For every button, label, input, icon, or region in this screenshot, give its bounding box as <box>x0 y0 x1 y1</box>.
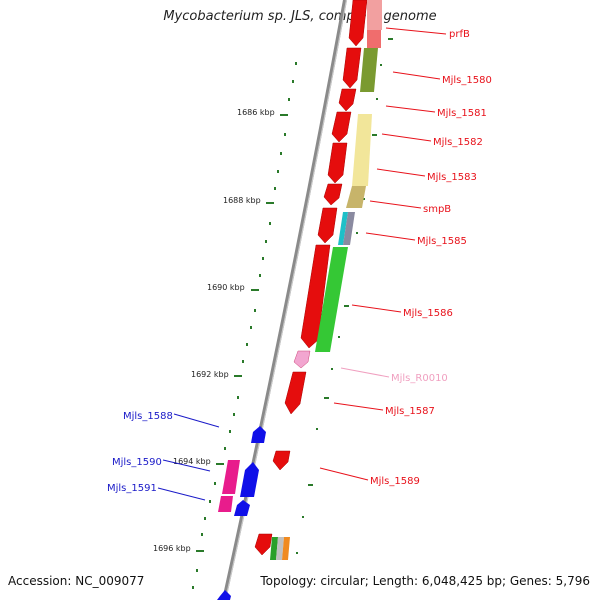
gene-Mjls_R0010[interactable] <box>293 350 311 369</box>
label-Mjls_1582[interactable]: Mjls_1582 <box>433 137 483 148</box>
gene-smpB[interactable] <box>323 183 343 206</box>
gene-Mjls_1591[interactable] <box>234 500 250 516</box>
label-smpB[interactable]: smpB <box>423 204 451 215</box>
gene-magenta-upper[interactable] <box>222 460 240 494</box>
minus-strand-genes[interactable] <box>217 426 266 600</box>
gene-Mjls_1586[interactable] <box>300 244 331 349</box>
label-Mjls_1580[interactable]: Mjls_1580 <box>442 75 492 86</box>
cog-blocks <box>270 0 382 560</box>
label-Mjls_1585[interactable]: Mjls_1585 <box>417 236 467 247</box>
genome-summary-text: Topology: circular; Length: 6,048,425 bp… <box>260 574 590 588</box>
gene-Mjls_1582[interactable] <box>331 111 352 143</box>
gene-red-lower[interactable] <box>254 533 273 556</box>
gene-prfB[interactable] <box>348 0 368 47</box>
gene-Mjls_1585[interactable] <box>317 207 338 244</box>
label-prfB[interactable]: prfB <box>449 29 470 40</box>
gene-Mjls_1589[interactable] <box>272 450 291 471</box>
gene-Mjls_1588[interactable] <box>251 426 266 443</box>
gene-blue-bottom[interactable] <box>217 590 231 600</box>
kbp-ticks <box>196 114 288 552</box>
kbp-label-1690: 1690 kbp <box>207 283 245 292</box>
kbp-label-1696: 1696 kbp <box>153 544 191 553</box>
accession-text: Accession: NC_009077 <box>8 574 145 588</box>
label-Mjls_1588[interactable]: Mjls_1588 <box>123 411 173 422</box>
plus-strand-genes[interactable] <box>254 0 368 556</box>
label-Mjls_1581[interactable]: Mjls_1581 <box>437 108 487 119</box>
label-Mjls_1590[interactable]: Mjls_1590 <box>112 457 162 468</box>
gene-Mjls_1581[interactable] <box>338 88 357 112</box>
label-leaders <box>157 27 447 501</box>
gene-magenta-lower[interactable] <box>218 496 233 512</box>
kbp-label-1686: 1686 kbp <box>237 108 275 117</box>
label-Mjls_1589[interactable]: Mjls_1589 <box>370 476 420 487</box>
label-Mjls_R0010[interactable]: Mjls_R0010 <box>391 373 448 384</box>
gene-Mjls_1580[interactable] <box>342 47 362 89</box>
gene-Mjls_1583[interactable] <box>327 142 348 184</box>
label-Mjls_1587[interactable]: Mjls_1587 <box>385 406 435 417</box>
kbp-label-1694: 1694 kbp <box>173 457 211 466</box>
label-Mjls_1583[interactable]: Mjls_1583 <box>427 172 477 183</box>
label-Mjls_1586[interactable]: Mjls_1586 <box>403 308 453 319</box>
gene-Mjls_1587[interactable] <box>284 371 307 415</box>
kbp-label-1688: 1688 kbp <box>223 196 261 205</box>
label-Mjls_1591[interactable]: Mjls_1591 <box>107 483 157 494</box>
outer-dotted-track <box>192 62 297 589</box>
gene-Mjls_1590[interactable] <box>240 462 259 497</box>
kbp-label-1692: 1692 kbp <box>191 370 229 379</box>
